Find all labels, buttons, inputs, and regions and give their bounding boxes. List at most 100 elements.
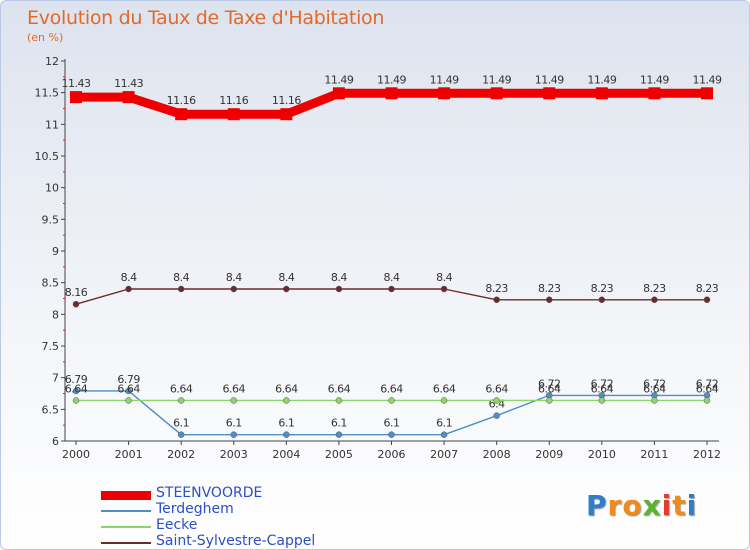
data-label: 8.4: [384, 271, 400, 284]
data-label: 8.23: [696, 282, 719, 295]
data-label: 6.64: [223, 382, 246, 395]
legend-label: STEENVOORDE: [156, 485, 263, 501]
data-point: [385, 87, 398, 100]
data-label: 6.64: [643, 382, 666, 395]
data-point: [230, 285, 237, 293]
data-point: [701, 87, 713, 100]
y-tick-label: 9: [52, 245, 59, 258]
data-point: [595, 87, 608, 100]
data-label: 6.79: [117, 373, 140, 386]
data-point: [493, 296, 500, 304]
data-point: [280, 108, 293, 121]
data-point: [175, 108, 188, 121]
y-tick-label: 6.5: [42, 403, 60, 416]
data-point: [230, 431, 237, 438]
data-point: [335, 397, 343, 404]
data-label: 11.16: [219, 94, 248, 107]
data-point: [440, 397, 448, 404]
logo-letter: o: [622, 489, 643, 522]
y-tick-label: 12: [45, 55, 59, 68]
data-point: [72, 300, 80, 308]
data-label: 11.43: [114, 77, 143, 90]
x-tick-label: 2009: [535, 448, 563, 461]
data-label: 11.49: [535, 73, 564, 86]
chart-title: Evolution du Taux de Taxe d'Habitation: [27, 7, 385, 29]
data-label: 6.1: [436, 417, 452, 430]
data-label: 6.64: [275, 382, 298, 395]
data-label: 8.4: [226, 271, 242, 284]
data-label: 8.16: [65, 286, 88, 299]
legend-swatch: [101, 542, 151, 544]
data-label: 6.72: [591, 377, 614, 390]
data-label: 6.64: [433, 382, 456, 395]
data-point: [651, 397, 658, 404]
y-tick-label: 11.5: [35, 87, 60, 100]
data-label: 8.4: [121, 271, 137, 284]
x-tick-label: 2011: [640, 448, 668, 461]
data-point: [72, 387, 80, 395]
data-point: [125, 285, 132, 293]
data-point: [335, 431, 343, 438]
data-point: [438, 87, 451, 100]
data-point: [335, 285, 343, 293]
data-point: [493, 412, 500, 419]
data-point: [72, 397, 80, 404]
data-label: 11.16: [167, 94, 196, 107]
data-label: 11.49: [693, 73, 722, 86]
data-label: 6.64: [170, 382, 193, 395]
x-tick-label: 2000: [62, 448, 90, 461]
data-label: 6.1: [278, 417, 294, 430]
data-label: 6.72: [643, 377, 666, 390]
data-point: [125, 387, 132, 395]
data-point: [493, 397, 500, 404]
y-tick-label: 7.5: [42, 340, 60, 353]
data-label: 6.64: [328, 382, 351, 395]
data-point: [283, 397, 290, 404]
data-label: 8.23: [485, 282, 508, 295]
logo-letter: i: [661, 489, 673, 522]
x-tick-label: 2004: [272, 448, 300, 461]
data-point: [490, 87, 503, 100]
data-label: 6.1: [384, 417, 400, 430]
y-tick-label: 6: [52, 435, 59, 448]
data-label: 6.1: [226, 417, 242, 430]
data-label: 6.64: [65, 382, 88, 395]
data-point: [283, 431, 290, 438]
data-label: 11.16: [272, 94, 301, 107]
data-label: 11.49: [430, 73, 459, 86]
data-point: [703, 296, 711, 304]
data-point: [440, 285, 448, 293]
data-label: 11.49: [482, 73, 511, 86]
data-point: [546, 296, 553, 304]
data-point: [230, 397, 237, 404]
data-label: 6.64: [485, 382, 508, 395]
legend-label: Terdeghem: [156, 501, 234, 517]
y-tick-label: 10.5: [35, 150, 60, 163]
x-tick-label: 2007: [430, 448, 458, 461]
data-label: 8.4: [436, 271, 452, 284]
y-tick-label: 10: [45, 182, 59, 195]
x-tick-label: 2012: [693, 448, 721, 461]
data-point: [283, 285, 290, 293]
data-point: [546, 397, 553, 404]
y-tick-label: 9.5: [42, 213, 60, 226]
data-label: 11.49: [377, 73, 406, 86]
legend-swatch: [101, 510, 151, 512]
data-label: 6.64: [117, 382, 140, 395]
y-tick-label: 8.5: [42, 277, 60, 290]
data-label: 6.1: [331, 417, 347, 430]
data-point: [388, 431, 395, 438]
data-point: [440, 431, 448, 438]
legend-swatch: [101, 490, 151, 500]
y-tick-label: 8: [52, 308, 59, 321]
data-point: [388, 397, 395, 404]
data-point: [227, 108, 240, 121]
data-point: [125, 397, 132, 404]
data-label: 6.1: [173, 417, 189, 430]
x-tick-label: 2005: [325, 448, 353, 461]
data-label: 6.72: [538, 377, 561, 390]
x-tick-label: 2010: [588, 448, 616, 461]
data-label: 11.49: [324, 73, 353, 86]
data-point: [543, 87, 556, 100]
